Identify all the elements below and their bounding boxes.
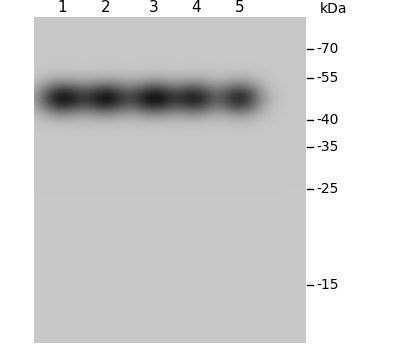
Text: -40: -40: [317, 113, 339, 127]
Text: -35: -35: [317, 140, 339, 154]
Text: 2: 2: [101, 0, 111, 16]
Text: 3: 3: [149, 0, 159, 16]
Text: -55: -55: [317, 71, 339, 85]
Text: -15: -15: [317, 278, 339, 292]
Text: kDa: kDa: [320, 2, 348, 16]
Text: 1: 1: [57, 0, 67, 16]
Text: -25: -25: [317, 182, 339, 196]
Text: 5: 5: [235, 0, 245, 16]
Text: 4: 4: [191, 0, 201, 16]
Text: -70: -70: [317, 42, 339, 56]
